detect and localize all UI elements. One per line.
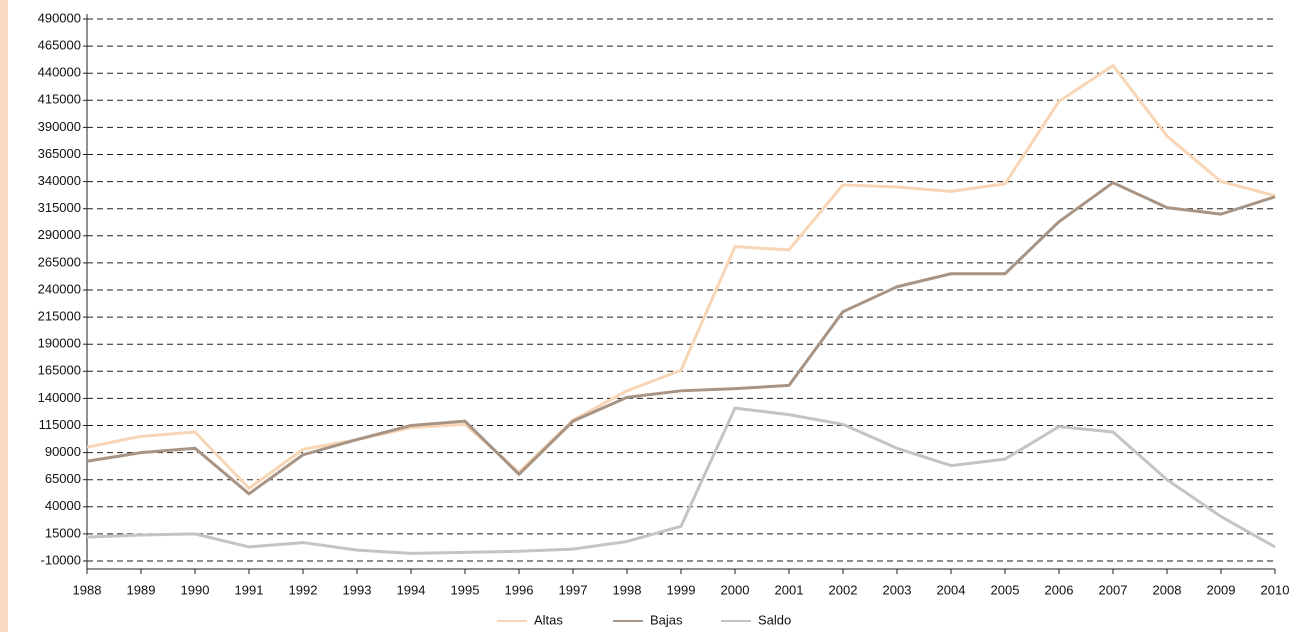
x-tick-label: 1993: [343, 582, 372, 597]
x-tick-label: 1992: [289, 582, 318, 597]
y-tick-label: 40000: [45, 498, 81, 513]
y-tick-label: -10000: [41, 552, 81, 567]
legend-label: Saldo: [758, 612, 791, 627]
y-tick-label: 240000: [38, 281, 81, 296]
y-tick-label: 15000: [45, 525, 81, 540]
y-tick-label: 490000: [38, 10, 81, 25]
x-tick-label: 1999: [667, 582, 696, 597]
x-tick-label: 1988: [73, 582, 102, 597]
y-tick-label: 315000: [38, 200, 81, 215]
y-tick-label: 215000: [38, 309, 81, 324]
legend-label: Altas: [534, 612, 563, 627]
y-tick-label: 290000: [38, 227, 81, 242]
y-tick-label: 365000: [38, 146, 81, 161]
y-tick-label: 415000: [38, 92, 81, 107]
y-tick-label: 140000: [38, 390, 81, 405]
x-tick-label: 2001: [775, 582, 804, 597]
x-tick-label: 1997: [559, 582, 588, 597]
x-tick-label: 2004: [937, 582, 966, 597]
x-tick-label: 2005: [991, 582, 1020, 597]
series-line: [86, 406, 1276, 555]
x-tick-label: 1991: [235, 582, 264, 597]
y-tick-label: 465000: [38, 38, 81, 53]
y-tick-label: 440000: [38, 65, 81, 80]
x-tick-label: 2000: [721, 582, 750, 597]
y-tick-label: 390000: [38, 119, 81, 134]
x-tick-label: 1996: [505, 582, 534, 597]
x-tick-label: 2009: [1207, 582, 1236, 597]
y-tick-label: 90000: [45, 444, 81, 459]
y-tick-label: 190000: [38, 336, 81, 351]
x-tick-label: 2007: [1099, 582, 1128, 597]
x-tick-label: 2006: [1045, 582, 1074, 597]
x-tick-label: 1998: [613, 582, 642, 597]
series-line: [86, 181, 1276, 496]
x-tick-label: 2008: [1153, 582, 1182, 597]
x-tick-label: 2002: [829, 582, 858, 597]
x-tick-label: 1989: [127, 582, 156, 597]
x-tick-label: 2003: [883, 582, 912, 597]
x-tick-label: 1990: [181, 582, 210, 597]
series-line: [86, 64, 1276, 490]
y-tick-label: 65000: [45, 471, 81, 486]
x-tick-label: 1995: [451, 582, 480, 597]
x-tick-label: 1994: [397, 582, 426, 597]
x-tick-label: 2010: [1261, 582, 1290, 597]
side-strip: [0, 0, 8, 632]
y-tick-label: 165000: [38, 363, 81, 378]
legend-label: Bajas: [650, 612, 683, 627]
y-tick-label: 340000: [38, 173, 81, 188]
y-tick-label: 265000: [38, 254, 81, 269]
y-tick-label: 115000: [39, 417, 81, 432]
